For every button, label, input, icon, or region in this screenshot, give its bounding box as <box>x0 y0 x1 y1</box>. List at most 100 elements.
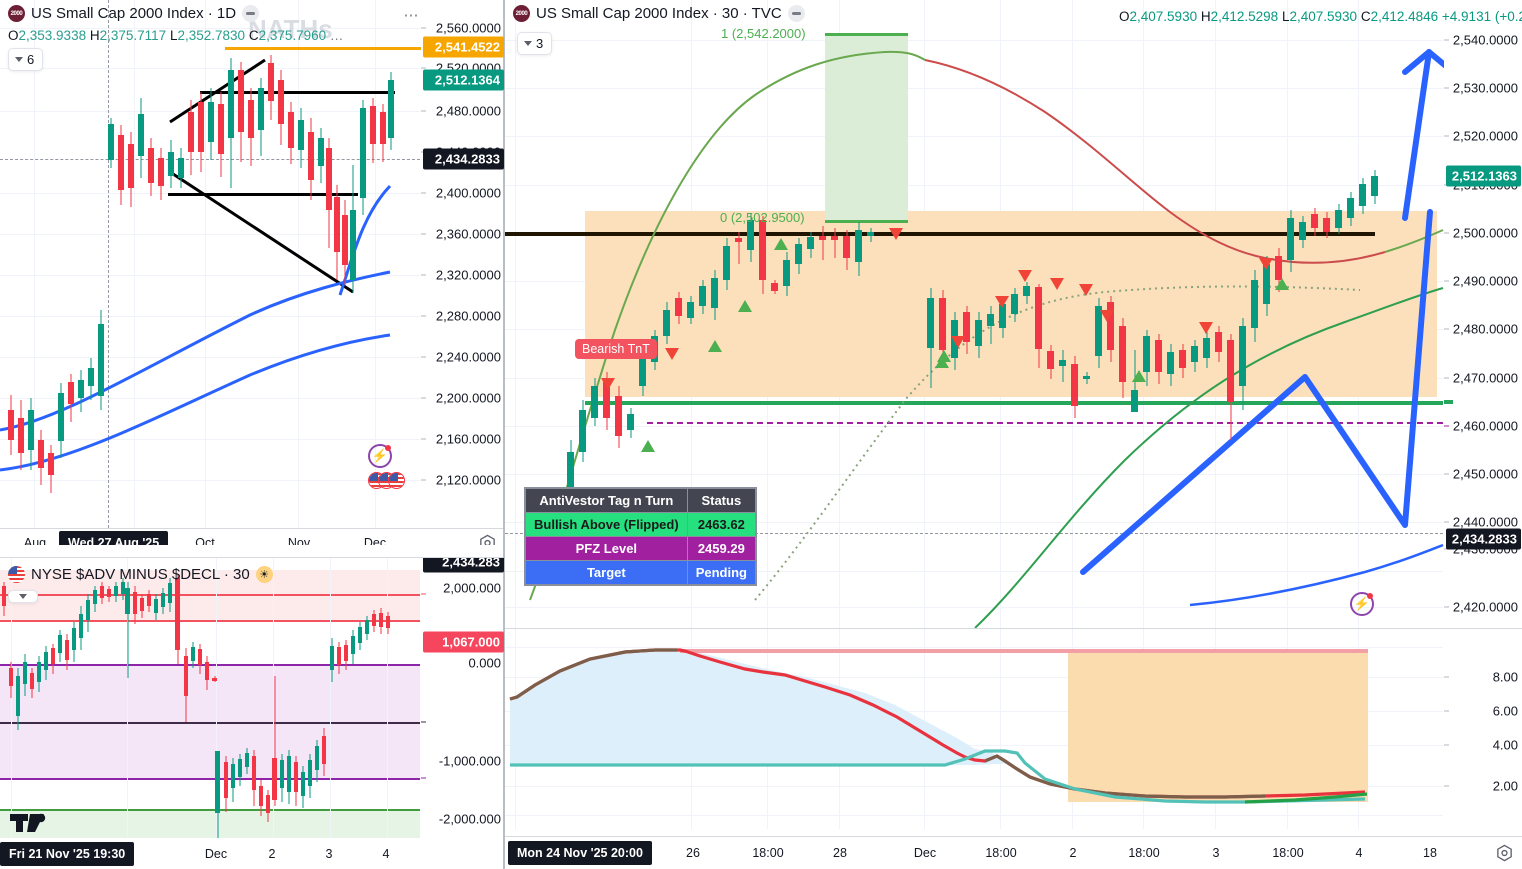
crosshair-time-label: Fri 21 Nov '25 19:30 <box>0 841 135 866</box>
legend-breadth[interactable]: NYSE $ADV MINUS $DECL · 30 ☀ <box>8 566 273 583</box>
legend-daily[interactable]: 2000 US Small Cap 2000 Index · 1D <box>8 5 260 22</box>
candle <box>735 232 742 264</box>
candle <box>379 608 383 634</box>
last-price-tag[interactable]: 2,512.1363 <box>1446 165 1521 187</box>
lightning-badge-icon[interactable]: ⚡ <box>1350 592 1374 616</box>
candle <box>38 430 44 485</box>
ohlc-ellipsis[interactable]: … <box>329 28 344 43</box>
indicator-count-dropdown-intraday[interactable]: 3 <box>517 32 553 55</box>
ohlc-high-label: H <box>1200 9 1211 24</box>
candle <box>1191 340 1198 372</box>
indicator-count-label: 3 <box>536 36 544 51</box>
gridline <box>505 40 1443 41</box>
timescale-settings-icon[interactable] <box>1495 844 1514 863</box>
chevron-down-icon <box>19 594 27 599</box>
legend-intraday[interactable]: 2000 US Small Cap 2000 Index · 30 · TVC <box>513 5 805 22</box>
price-scale-daily[interactable]: 2,560.0000 2,520.0000 2,480.0000 2,440.0… <box>421 0 505 528</box>
tick-dash <box>1444 744 1449 746</box>
candle <box>1035 284 1042 368</box>
tick-dash <box>1444 710 1449 712</box>
price-tick: -1,000.000 <box>438 753 501 769</box>
time-scale-daily[interactable]: Aug Wed 27 Aug '25 Oct Nov Dec <box>0 528 505 545</box>
candle <box>699 280 706 314</box>
candle <box>939 290 946 360</box>
flag-badge-icon[interactable] <box>388 472 405 489</box>
candle <box>259 780 263 816</box>
candle-series-daily <box>0 0 420 528</box>
time-tick: 18:00 <box>1128 846 1160 860</box>
pane-badges-daily[interactable]: ⚡ <box>368 444 405 489</box>
lightning-badge-icon[interactable]: ⚡ <box>368 444 392 468</box>
column-divider[interactable] <box>503 0 505 869</box>
ohlc-open-value: 2,407.5930 <box>1129 9 1198 24</box>
price-tick: 2,460.0000 <box>1452 418 1518 434</box>
table-row[interactable]: PFZ Level 2459.29 <box>525 536 756 561</box>
tick-dash <box>1444 473 1449 475</box>
tradingview-logo[interactable] <box>10 808 52 839</box>
tick-dash <box>1444 606 1449 608</box>
candle <box>1107 296 1114 362</box>
pane-divider-intraday[interactable] <box>505 628 1522 629</box>
candle <box>268 55 274 120</box>
candle <box>771 280 778 294</box>
resistance-line-tag[interactable]: 2,541.4522 <box>423 36 504 58</box>
candle <box>1023 282 1030 304</box>
price-scale-intraday[interactable]: 2,540.0000 2,530.0000 2,520.0000 2,510.0… <box>1444 0 1522 628</box>
last-price-tag[interactable]: 2,512.1364 <box>423 69 504 91</box>
pane-divider[interactable] <box>0 557 505 558</box>
candle <box>125 582 130 678</box>
pane-daily-chart[interactable]: NATHs 2000 US Small Cap 2000 Index · 1D … <box>0 0 505 545</box>
ohlc-values-intraday: O2,407.5930 H2,412.5298 L2,407.5930 C2,4… <box>1119 9 1522 24</box>
candle <box>158 148 164 200</box>
table-row[interactable]: Bullish Above (Flipped) 2463.62 <box>525 512 756 537</box>
lower-band-line <box>0 809 420 811</box>
candle <box>98 310 104 410</box>
row-label-target: Target <box>525 560 688 585</box>
timescale-settings-icon[interactable] <box>478 534 497 546</box>
sell-arrow-icon <box>1100 310 1114 322</box>
candle <box>23 654 27 696</box>
tick-dash <box>421 233 426 235</box>
pane-intraday-chart[interactable]: 1 (2,542.2000) 0 (2,502.9500) Bearish Tn… <box>505 0 1522 628</box>
candle <box>58 630 62 662</box>
candle <box>208 88 214 160</box>
visibility-eye-icon[interactable] <box>242 5 260 22</box>
gridline <box>839 629 840 829</box>
buy-arrow-icon <box>641 440 655 452</box>
candle <box>603 372 610 430</box>
right-column: 1 (2,542.2000) 0 (2,502.9500) Bearish Tn… <box>505 0 1522 869</box>
pane-oscillator[interactable]: 8.00 6.00 4.00 2.00 <box>505 629 1522 835</box>
price-scale-breadth[interactable]: 2,000.000 0.000 -1,000.000 -2,000.000 2,… <box>421 558 505 858</box>
last-value-tag[interactable]: 1,067.000 <box>423 631 504 653</box>
candle <box>308 754 312 798</box>
tick-dash <box>1444 425 1449 427</box>
tick-dash <box>421 438 426 440</box>
indicator-tick: 4.00 <box>1492 737 1518 753</box>
time-tick: 4 <box>1355 846 1363 860</box>
pane-breadth-chart[interactable]: NYSE $ADV MINUS $DECL · 30 ☀ <box>0 558 505 869</box>
candle <box>831 228 838 258</box>
indicator-dropdown-breadth[interactable] <box>8 590 38 603</box>
candle <box>231 758 235 802</box>
candle <box>963 306 970 354</box>
legend-more-button[interactable]: ⋯ <box>403 7 419 24</box>
candle <box>1143 330 1150 386</box>
candle <box>855 222 862 276</box>
indicator-count-dropdown-daily[interactable]: 6 <box>8 48 44 71</box>
crosshair-vertical-line <box>108 0 109 528</box>
symbol-title[interactable]: NYSE $ADV MINUS $DECL · 30 <box>31 566 250 583</box>
upper-band-line-2 <box>0 620 420 622</box>
symbol-title[interactable]: US Small Cap 2000 Index · 1D <box>31 5 237 22</box>
candle <box>118 125 124 205</box>
antivestor-info-table[interactable]: AntiVestor Tag n Turn Status Bullish Abo… <box>525 488 756 585</box>
pane-badge-intraday[interactable]: ⚡ <box>1350 592 1374 616</box>
gridline <box>767 629 768 829</box>
symbol-title[interactable]: US Small Cap 2000 Index · 30 · TVC <box>536 5 782 22</box>
visibility-eye-icon[interactable] <box>787 5 805 22</box>
candle <box>2 582 6 616</box>
table-row[interactable]: Target Pending <box>525 560 756 585</box>
price-scale-oscillator[interactable]: 8.00 6.00 4.00 2.00 <box>1444 629 1522 829</box>
time-scale-breadth[interactable]: Fri 21 Nov '25 19:30 Dec 2 3 4 <box>0 838 505 869</box>
gridline <box>273 558 274 838</box>
time-scale-intraday[interactable]: Mon 24 Nov '25 20:00 26 18:00 28 Dec 18:… <box>505 836 1522 869</box>
